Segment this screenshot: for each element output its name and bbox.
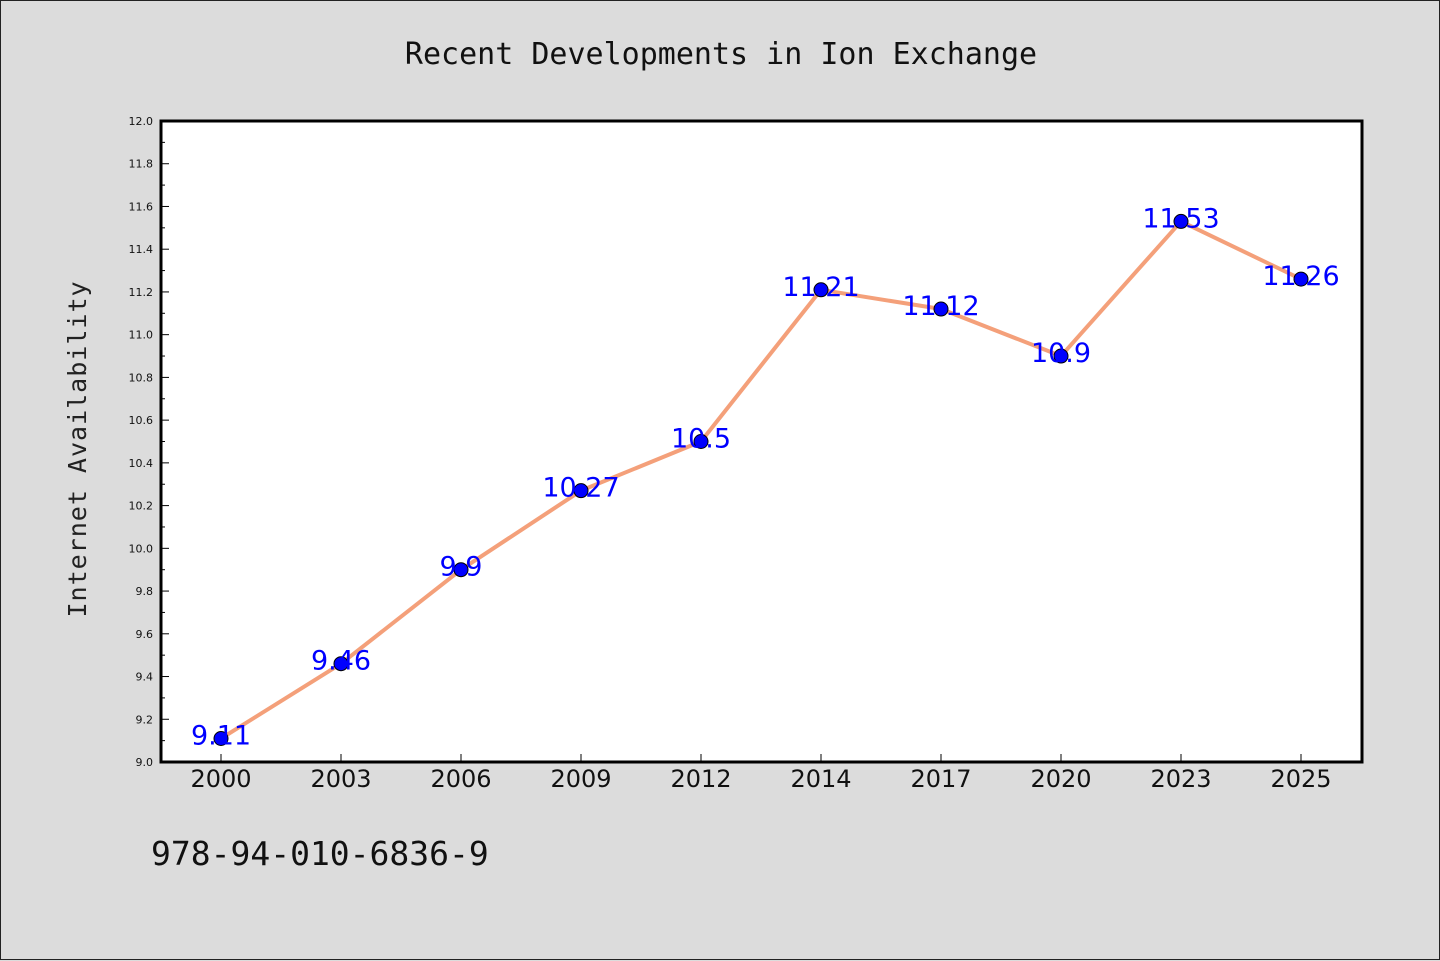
- y-tick-label: 9.2: [136, 713, 154, 726]
- data-label: 10.5: [671, 424, 731, 455]
- x-tick-label: 2003: [310, 765, 371, 793]
- data-label: 11.21: [782, 272, 859, 303]
- data-label: 10.27: [542, 473, 619, 504]
- y-tick-label: 9.0: [136, 756, 154, 769]
- y-tick-label: 11.2: [129, 286, 154, 299]
- data-point-marker: [453, 562, 469, 578]
- series-line-group: [219, 219, 1303, 741]
- isbn-text: 978-94-010-6836-9: [151, 834, 489, 873]
- data-point-marker: [1293, 271, 1309, 287]
- data-point-marker: [333, 656, 349, 672]
- x-tick-label: 2012: [670, 765, 731, 793]
- y-axis-label: Internet Availability: [63, 280, 92, 617]
- y-tick-label: 10.4: [129, 457, 154, 470]
- data-label: 11.53: [1142, 203, 1219, 234]
- y-tick-label: 9.6: [136, 628, 154, 641]
- x-tick-label: 2025: [1270, 765, 1331, 793]
- data-markers: [213, 213, 1309, 746]
- data-label: 9.11: [191, 720, 251, 751]
- data-label: 11.26: [1262, 261, 1339, 292]
- x-tick-label: 2023: [1150, 765, 1211, 793]
- data-point-marker: [573, 483, 589, 499]
- data-label: 9.46: [311, 646, 371, 677]
- y-tick-label: 9.8: [136, 585, 154, 598]
- y-tick-label: 11.0: [129, 329, 154, 342]
- chart-title: Recent Developments in Ion Exchange: [405, 37, 1037, 72]
- x-axis: 2000 2003 2006 2009 2012 2014 2017 2020 2023 2025: [190, 754, 1332, 793]
- y-tick-label: 9.4: [136, 671, 154, 684]
- y-tick-label: 11.4: [129, 243, 154, 256]
- data-point-marker: [213, 730, 229, 746]
- y-tick-label: 11.8: [129, 158, 154, 171]
- y-tick-label: 10.0: [129, 542, 154, 555]
- x-tick-label: 2006: [430, 765, 491, 793]
- y-tick-label: 10.6: [129, 414, 154, 427]
- data-point-marker: [1053, 348, 1069, 364]
- y-tick-label: 10.2: [129, 500, 154, 513]
- data-label: 9.9: [440, 552, 483, 583]
- data-point-marker: [1173, 213, 1189, 229]
- x-tick-label: 2014: [790, 765, 851, 793]
- data-label: 10.9: [1031, 338, 1091, 369]
- data-point-marker: [693, 434, 709, 449]
- data-labels: 9.11 9.46 9.9 10.27 10.5 11.21 11.12 10.9 11.53 1…: [191, 203, 1340, 751]
- data-label: 11.12: [902, 291, 979, 322]
- data-point-marker: [933, 301, 949, 317]
- plot-area: [159, 119, 1364, 764]
- x-tick-label: 2009: [550, 765, 611, 793]
- data-point-marker: [813, 282, 829, 298]
- y-tick-label: 10.8: [129, 371, 154, 384]
- y-tick-label: 12.0: [129, 115, 154, 128]
- y-tick-label: 11.6: [129, 200, 154, 213]
- y-axis: 9.0 9.2 9.4 9.6 9.8 10.0 10.2 10.4 10.6 10.8 11.0 1…: [129, 115, 169, 769]
- x-tick-label: 2000: [190, 765, 251, 793]
- x-tick-label: 2017: [910, 765, 971, 793]
- series-line: [219, 219, 1303, 741]
- x-tick-label: 2020: [1030, 765, 1091, 793]
